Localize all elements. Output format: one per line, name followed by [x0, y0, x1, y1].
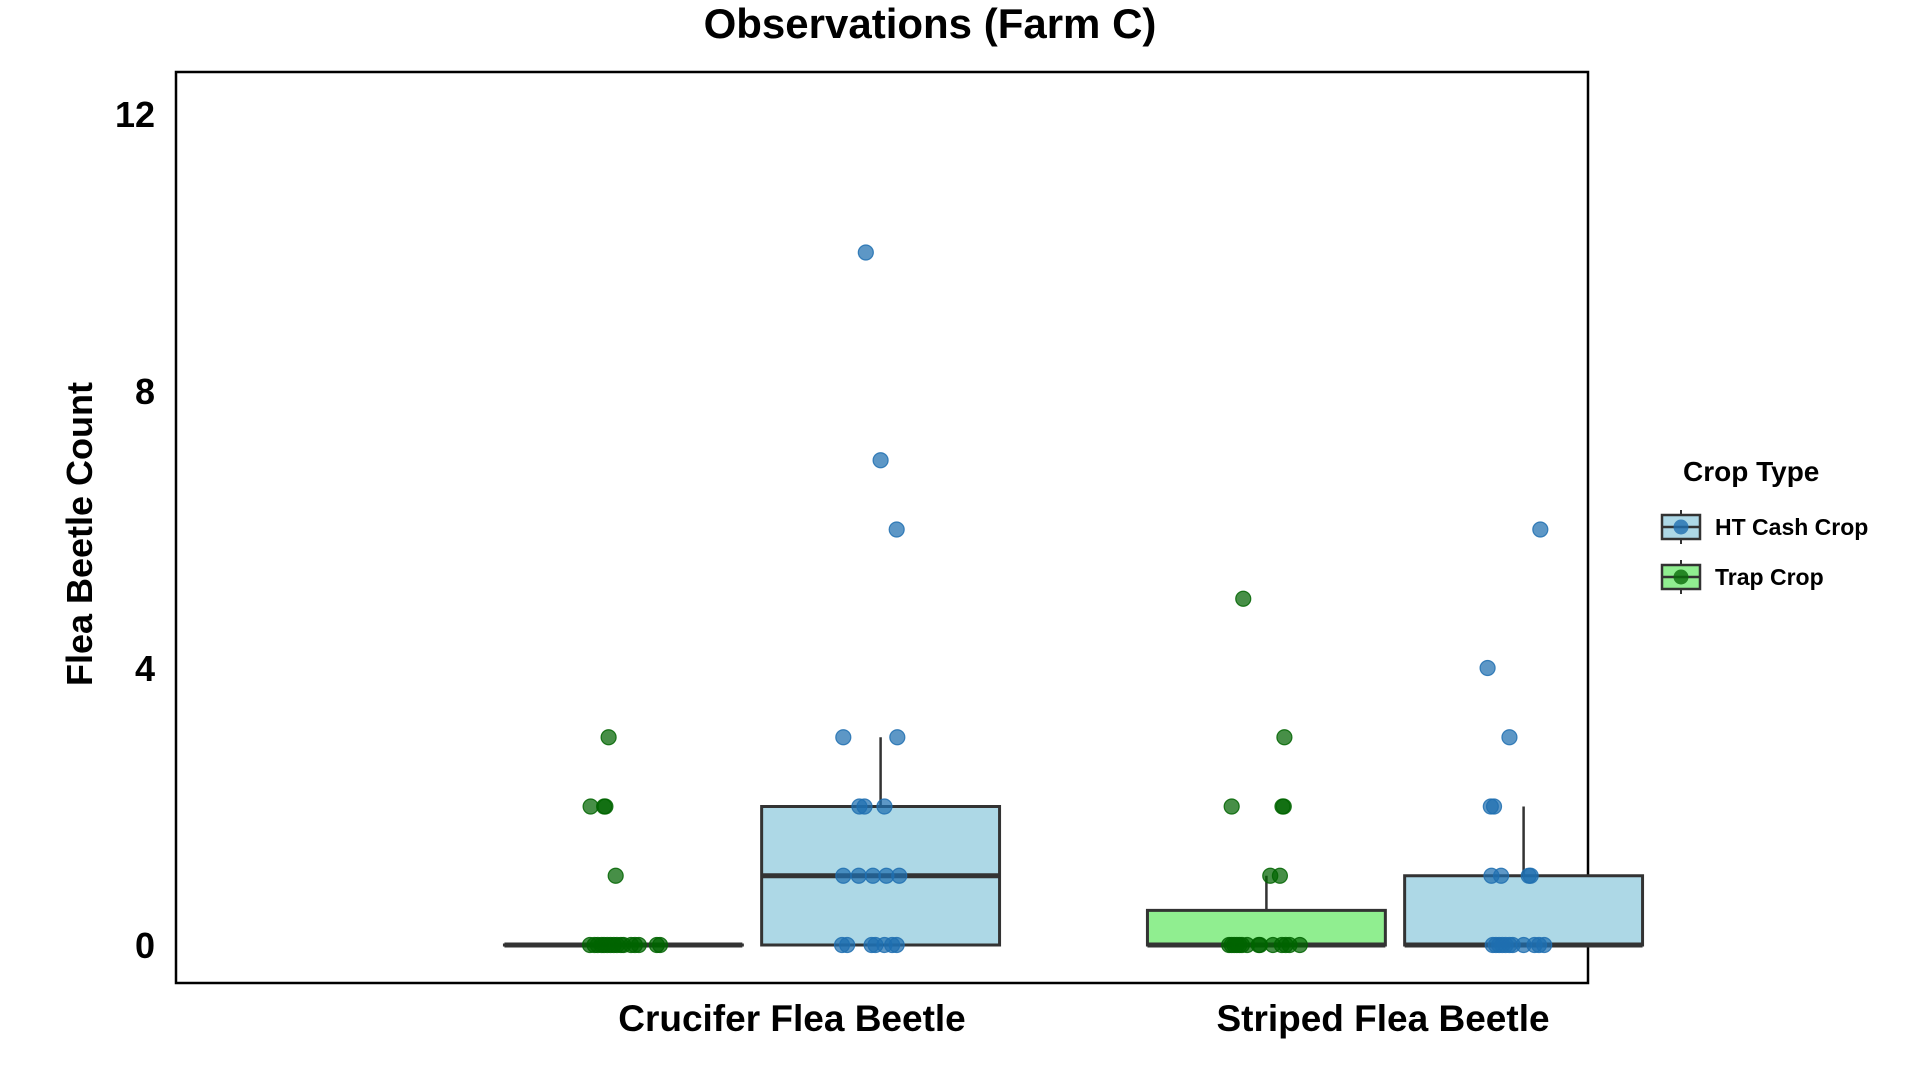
- box-group: [502, 737, 1645, 948]
- y-axis-ticks: 0 4 8 12: [115, 94, 155, 966]
- legend-key-point: [1673, 569, 1689, 585]
- data-point: [1492, 867, 1510, 884]
- box-iqr: [1145, 908, 1387, 947]
- data-point: [888, 936, 905, 954]
- y-tick-label: 0: [135, 925, 155, 966]
- data-point: [856, 798, 873, 815]
- y-tick-label: 8: [135, 371, 155, 412]
- data-point: [864, 867, 881, 884]
- legend-label: HT Cash Crop: [1715, 514, 1868, 540]
- x-category-label: Crucifer Flea Beetle: [618, 998, 966, 1039]
- data-point: [888, 521, 905, 538]
- data-point: [1223, 798, 1240, 815]
- data-point: [1276, 729, 1293, 746]
- data-point: [850, 867, 867, 884]
- data-point: [835, 729, 852, 746]
- data-point: [582, 798, 599, 815]
- data-point: [889, 729, 906, 746]
- data-point: [600, 729, 617, 746]
- data-point: [876, 798, 893, 815]
- x-axis-categories: Crucifer Flea Beetle Striped Flea Beetle: [618, 998, 1549, 1039]
- data-point: [1235, 590, 1252, 607]
- data-point: [1536, 936, 1553, 954]
- data-point: [630, 936, 647, 954]
- data-point: [651, 936, 669, 954]
- data-point: [1532, 521, 1549, 538]
- data-point: [1275, 798, 1292, 815]
- x-category-label: Striped Flea Beetle: [1216, 998, 1549, 1039]
- data-point: [1291, 936, 1308, 954]
- legend-entry: HT Cash Crop: [1660, 510, 1868, 544]
- data-point: [857, 244, 874, 261]
- data-point: [891, 867, 908, 884]
- data-point: [1485, 798, 1503, 815]
- legend-entries: HT Cash Crop Trap Crop: [1660, 510, 1868, 594]
- y-axis-label: Flea Beetle Count: [59, 382, 100, 686]
- data-point: [835, 867, 852, 884]
- data-point: [1479, 659, 1496, 677]
- legend-entry: Trap Crop: [1660, 560, 1824, 594]
- legend-key-point: [1673, 519, 1689, 535]
- legend-label: Trap Crop: [1715, 564, 1824, 590]
- data-point: [839, 936, 856, 954]
- data-point: [1501, 729, 1518, 746]
- data-point: [872, 452, 889, 469]
- legend: Crop Type HT Cash Crop Trap Crop: [1660, 456, 1868, 594]
- y-tick-label: 12: [115, 94, 155, 135]
- legend-title: Crop Type: [1683, 456, 1819, 487]
- data-point: [597, 798, 614, 815]
- data-point: [1522, 867, 1539, 884]
- chart-title: Observations (Farm C): [704, 0, 1157, 47]
- points-group: [581, 244, 1553, 954]
- box-iqr: [1403, 874, 1645, 947]
- data-point: [1271, 867, 1289, 884]
- data-point: [607, 867, 624, 884]
- y-tick-label: 4: [135, 648, 155, 689]
